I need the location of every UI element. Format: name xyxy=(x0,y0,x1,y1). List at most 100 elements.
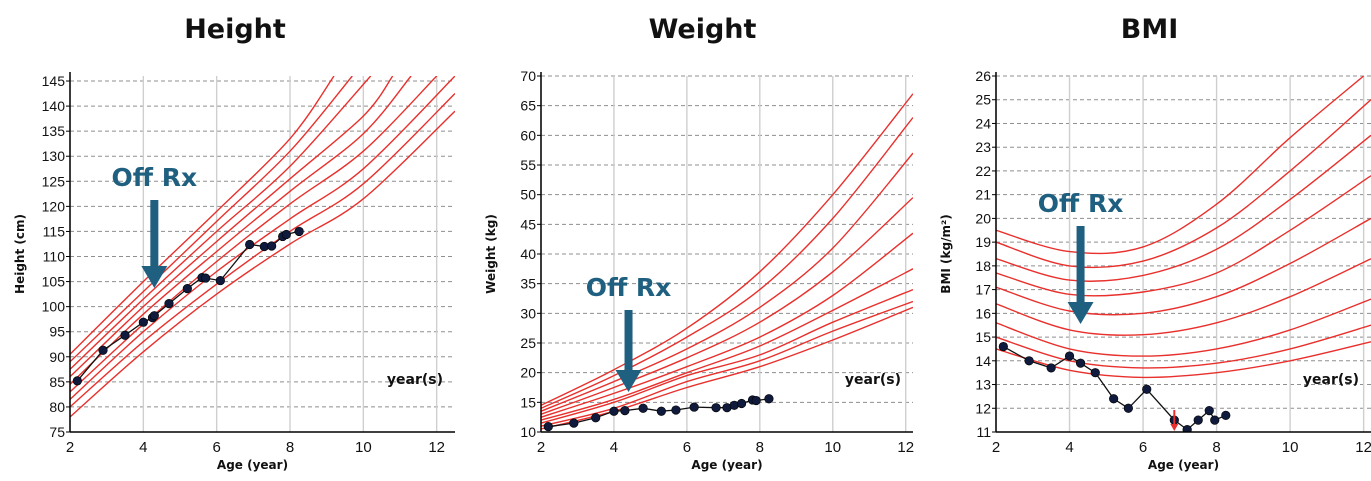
bmi-patient-point xyxy=(1210,415,1220,425)
height-patient-point xyxy=(138,317,148,327)
weight-percentile-curve xyxy=(541,197,913,415)
bmi-percentile-curve xyxy=(996,76,1365,255)
weight-x-tick-label: 10 xyxy=(824,439,841,456)
bmi-y-tick-label: 11 xyxy=(976,424,991,440)
height-percentile-curve xyxy=(70,76,438,393)
weight-y-tick-label: 45 xyxy=(520,216,536,232)
bmi-y-tick-label: 26 xyxy=(975,68,991,84)
weight-y-axis-label: Weight (kg) xyxy=(484,214,498,294)
height-percentile-curve xyxy=(70,110,455,418)
bmi-patient-line xyxy=(1003,346,1227,431)
height-y-tick-label: 110 xyxy=(43,249,66,265)
weight-patient-point xyxy=(736,398,747,409)
bmi-patient-point xyxy=(1075,358,1086,368)
bmi-x-tick-label: 4 xyxy=(1065,439,1073,456)
height-y-tick-label: 85 xyxy=(49,374,65,390)
bmi-patient-point xyxy=(1064,351,1075,361)
bmi-percentile-curve xyxy=(996,324,1371,369)
weight-y-tick-label: 20 xyxy=(520,365,536,381)
bmi-y-tick-label: 13 xyxy=(975,377,991,393)
height-y-tick-label: 120 xyxy=(42,198,66,214)
height-y-tick-label: 125 xyxy=(42,173,66,189)
weight-y-tick-label: 30 xyxy=(520,305,536,321)
weight-y-tick-label: 55 xyxy=(520,157,536,173)
bmi-patient-point xyxy=(1142,384,1152,394)
weight-percentile-curve xyxy=(541,117,913,409)
bmi-patient-point xyxy=(1024,356,1034,366)
weight-y-tick-label: 35 xyxy=(520,276,536,292)
bmi-patient-point xyxy=(1109,394,1119,404)
weight-off-rx-arrow xyxy=(615,310,642,392)
height-unit-label: year(s) xyxy=(387,372,443,388)
bmi-y-tick-label: 17 xyxy=(975,282,991,298)
height-y-tick-label: 145 xyxy=(42,73,66,89)
height-chart-title: Height xyxy=(184,14,286,45)
height-y-tick-label: 100 xyxy=(42,299,66,315)
weight-x-tick-label: 12 xyxy=(897,439,914,456)
weight-y-tick-label: 40 xyxy=(520,246,536,262)
weight-x-tick-label: 8 xyxy=(756,439,764,456)
bmi-patient-point xyxy=(1193,415,1203,425)
bmi-y-tick-label: 19 xyxy=(975,234,991,250)
bmi-x-axis-label: Age (year) xyxy=(1148,458,1219,472)
height-x-axis-label: Age (year) xyxy=(217,458,288,472)
height-percentile-curve xyxy=(70,76,412,385)
height-y-tick-label: 80 xyxy=(49,399,65,415)
height-patient-point xyxy=(72,376,82,386)
bmi-percentile-curve xyxy=(996,258,1371,336)
weight-patient-point xyxy=(638,403,648,413)
weight-patient-point xyxy=(751,395,761,406)
weight-percentile-curve xyxy=(541,300,913,427)
height-y-tick-label: 75 xyxy=(49,424,65,440)
weight-y-tick-label: 15 xyxy=(520,394,536,410)
height-percentile-curve xyxy=(70,76,335,355)
height-patient-series xyxy=(72,226,304,386)
weight-patient-point xyxy=(671,405,681,415)
height-x-tick-label: 12 xyxy=(428,439,445,456)
height-x-tick-label: 10 xyxy=(355,439,372,456)
height-patient-point xyxy=(164,299,174,309)
height-percentile-curve xyxy=(70,76,353,363)
weight-patient-point xyxy=(569,418,579,428)
bmi-y-axis-label: BMI (kg/m²) xyxy=(939,214,953,293)
height-x-tick-label: 6 xyxy=(212,439,220,456)
height-patient-point xyxy=(215,275,225,286)
weight-reference-curves xyxy=(541,93,913,430)
bmi-patient-point xyxy=(1182,425,1192,432)
height-x-tick-label: 2 xyxy=(66,439,74,456)
bmi-percentile-curve xyxy=(996,99,1371,269)
bmi-percentile-curve xyxy=(996,298,1371,357)
weight-x-tick-label: 4 xyxy=(610,439,618,456)
weight-patient-series xyxy=(543,394,774,432)
height-y-tick-label: 140 xyxy=(42,98,66,114)
height-y-tick-label: 90 xyxy=(49,349,65,365)
height-patient-point xyxy=(182,283,192,294)
height-chart: 75 80 85 90 95 100 105 110 115 120 125 130 135 140 145… xyxy=(13,72,455,472)
bmi-percentile-curve xyxy=(996,175,1371,297)
bmi-percentile-curve xyxy=(996,341,1371,379)
bmi-panel: BMI 11 12 13 14 15 16 17 18 19 20 21 22 23 24 25 26 2 4 6 8… xyxy=(928,0,1371,481)
weight-x-tick-label: 6 xyxy=(683,439,691,456)
bmi-x-tick-label: 2 xyxy=(992,439,1000,456)
bmi-y-tick-label: 23 xyxy=(975,139,991,155)
bmi-reference-curves xyxy=(996,76,1371,379)
height-x-tick-label: 8 xyxy=(286,439,294,456)
height-panel: Height 75 80 85 90 95 100 105 110 115 120 125 130 13… xyxy=(0,0,470,481)
weight-patient-line xyxy=(548,398,769,428)
bmi-x-tick-label: 12 xyxy=(1355,439,1371,456)
weight-x-axis-label: Age (year) xyxy=(691,458,762,472)
weight-x-tick-label: 2 xyxy=(537,439,545,456)
height-reference-curves xyxy=(70,76,455,418)
bmi-x-tick-label: 6 xyxy=(1139,439,1147,456)
bmi-x-tick-label: 10 xyxy=(1282,439,1299,456)
weight-percentile-curve xyxy=(541,268,913,421)
bmi-x-tick-label: 8 xyxy=(1212,439,1220,456)
height-y-tick-label: 135 xyxy=(42,123,66,139)
bmi-y-tick-label: 25 xyxy=(975,92,991,108)
bmi-patient-point xyxy=(1204,406,1214,416)
weight-y-tick-label: 25 xyxy=(520,335,536,351)
height-y-tick-label: 95 xyxy=(49,324,65,340)
weight-patient-point xyxy=(656,406,666,416)
weight-y-tick-label: 50 xyxy=(520,187,536,203)
